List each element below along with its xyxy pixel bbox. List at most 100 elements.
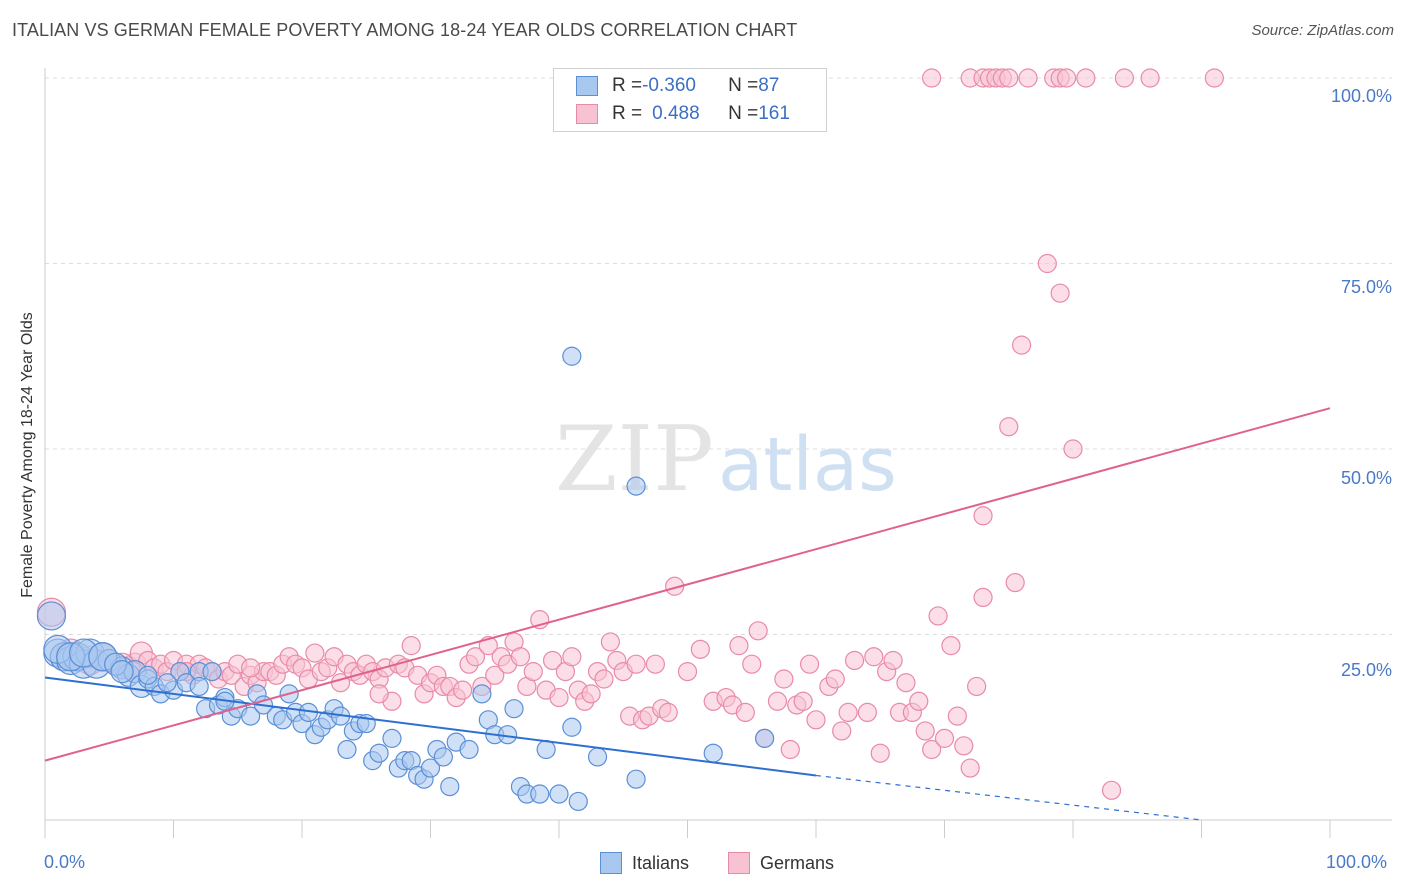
italians-point bbox=[369, 743, 389, 763]
germans-point bbox=[793, 691, 813, 711]
watermark-zip: ZIP bbox=[555, 407, 714, 512]
x-tick-label: 100.0% bbox=[1326, 852, 1388, 872]
chart-title: ITALIAN VS GERMAN FEMALE POVERTY AMONG 1… bbox=[12, 20, 798, 40]
germans-point bbox=[844, 650, 865, 671]
germans-point bbox=[453, 680, 473, 700]
legend-item-italians[interactable]: Italians bbox=[600, 852, 689, 874]
germans-point bbox=[742, 654, 762, 674]
germans-point bbox=[922, 739, 942, 760]
italians-point bbox=[626, 769, 646, 789]
germans-point bbox=[864, 647, 884, 667]
germans-point bbox=[799, 654, 820, 674]
italians-point bbox=[110, 659, 134, 684]
germans-point bbox=[1011, 335, 1032, 355]
germans-point bbox=[465, 647, 486, 667]
germans-point bbox=[485, 665, 505, 685]
germans-point bbox=[1056, 68, 1077, 88]
italians-point bbox=[459, 739, 479, 760]
italians-point bbox=[138, 665, 158, 685]
germans-point bbox=[305, 643, 325, 663]
germans-point bbox=[549, 687, 569, 708]
germans-point bbox=[677, 661, 698, 682]
germans-point bbox=[729, 636, 749, 656]
germans-point bbox=[928, 606, 948, 626]
germans-point bbox=[562, 647, 582, 667]
trend-lines bbox=[44, 407, 1331, 821]
germans-point bbox=[857, 702, 878, 723]
germans-point bbox=[832, 721, 852, 741]
r-label: R = bbox=[612, 75, 643, 96]
italians-point bbox=[587, 747, 608, 767]
n-value: 87 bbox=[758, 75, 780, 96]
germans-point bbox=[748, 621, 768, 641]
legend-row-germans: R = 0.488 N = 161 bbox=[576, 103, 790, 125]
r-label: R = bbox=[612, 103, 643, 124]
germans-point bbox=[934, 728, 955, 748]
germans-legend-label: Germans bbox=[760, 852, 835, 873]
italians-point bbox=[433, 747, 453, 767]
germans-swatch bbox=[576, 104, 598, 124]
italians-point bbox=[337, 739, 357, 760]
italians-point bbox=[189, 676, 209, 697]
germans-point bbox=[896, 673, 916, 693]
n-label: N = bbox=[728, 103, 759, 124]
grid-lines bbox=[45, 77, 1392, 635]
y-axis-label: Female Poverty Among 18-24 Year Olds bbox=[19, 312, 36, 598]
germans-point bbox=[999, 417, 1019, 437]
italians-point bbox=[202, 661, 222, 682]
germans-point bbox=[973, 506, 993, 526]
germans-point bbox=[1005, 572, 1025, 593]
germans-point bbox=[954, 736, 974, 756]
germans-point bbox=[806, 710, 826, 730]
italians-point bbox=[626, 476, 646, 496]
italians-point bbox=[157, 673, 177, 693]
germans-point bbox=[883, 650, 903, 671]
germans-point bbox=[690, 639, 710, 659]
germans-point bbox=[626, 654, 646, 674]
italians-point bbox=[504, 699, 524, 719]
germans-point bbox=[999, 68, 1019, 88]
germans-point bbox=[581, 684, 601, 704]
germans-point bbox=[967, 676, 987, 697]
germans-point bbox=[645, 654, 665, 674]
x-tick-label: 0.0% bbox=[44, 852, 86, 872]
germans-point bbox=[594, 669, 614, 689]
germans-point bbox=[1050, 283, 1070, 303]
germans-point bbox=[960, 758, 980, 778]
axes bbox=[44, 68, 1392, 838]
germans-point bbox=[909, 691, 929, 711]
italians-point bbox=[549, 784, 569, 804]
germans-point bbox=[1063, 439, 1083, 459]
germans-point bbox=[780, 739, 800, 760]
germans-point bbox=[1018, 68, 1038, 88]
italians-point bbox=[241, 706, 261, 726]
legend-row-italians: R = -0.360 N = 87 bbox=[576, 75, 779, 97]
italians-point bbox=[472, 684, 492, 704]
germans-point bbox=[600, 632, 621, 652]
germans-point bbox=[1204, 68, 1224, 88]
y-tick-label: 50.0% bbox=[1340, 468, 1392, 488]
correlation-legend: R = -0.360 N = 87 R = 0.488 N = 161 bbox=[553, 68, 827, 132]
italians-legend-label: Italians bbox=[632, 852, 690, 873]
germans-point bbox=[767, 691, 788, 711]
germans-series bbox=[36, 68, 1224, 800]
germans-point bbox=[922, 68, 942, 88]
legend-item-germans[interactable]: Germans bbox=[728, 852, 834, 874]
germans-point bbox=[735, 702, 755, 723]
germans-point bbox=[369, 684, 389, 704]
watermark: ZIP atlas bbox=[555, 407, 897, 512]
germans-point bbox=[947, 706, 967, 726]
germans-point bbox=[241, 658, 261, 678]
germans-legend-swatch bbox=[728, 852, 750, 874]
italians-point bbox=[703, 743, 723, 763]
germans-point bbox=[973, 587, 993, 608]
germans-point bbox=[523, 661, 543, 682]
italians-swatch bbox=[576, 76, 598, 96]
germans-point bbox=[838, 702, 858, 723]
italians-point bbox=[536, 739, 556, 760]
germans-point bbox=[1114, 68, 1135, 88]
germans-point bbox=[1076, 68, 1096, 88]
italians-legend-swatch bbox=[600, 852, 622, 874]
germans-point bbox=[1140, 68, 1160, 88]
